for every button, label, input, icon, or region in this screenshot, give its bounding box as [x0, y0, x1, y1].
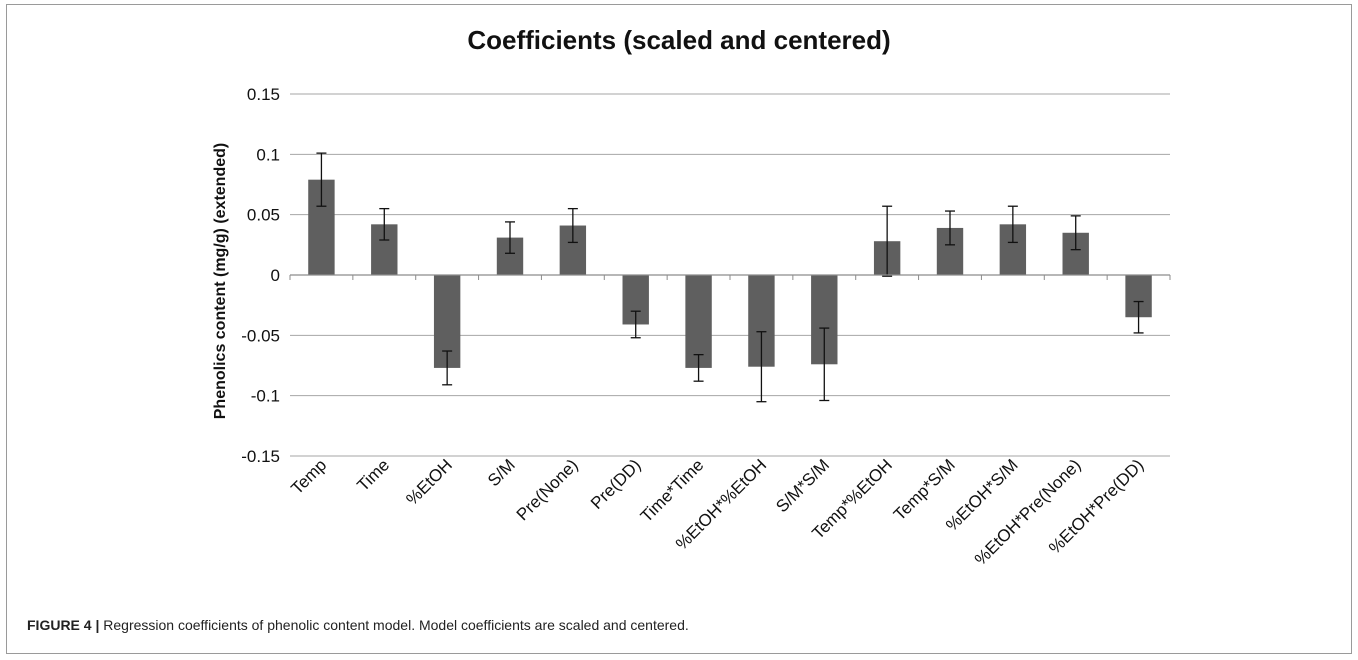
x-tick-label: %EtOH*Pre(None)	[971, 455, 1085, 569]
y-tick-label: -0.1	[251, 387, 280, 406]
y-tick-label: -0.15	[241, 447, 280, 466]
figure-label: FIGURE 4 |	[27, 617, 100, 633]
error-bars	[316, 152, 1144, 403]
y-axis-label: Phenolics content (mg/g) (extended)	[212, 143, 229, 419]
bar-chart: Coefficients (scaled and centered) Pheno…	[212, 25, 1171, 569]
bar	[685, 275, 712, 368]
bars	[308, 179, 1152, 368]
y-tick-label: -0.05	[241, 326, 280, 345]
x-tick-label: Pre(None)	[513, 455, 582, 524]
x-tick-label: Temp	[287, 455, 330, 498]
chart-frame: Coefficients (scaled and centered) Pheno…	[6, 4, 1352, 654]
y-tick-labels: 0.15 0.1 0.05 0 -0.05 -0.1 -0.15	[241, 85, 280, 466]
x-tick-label: Time	[353, 455, 393, 495]
x-axis	[289, 274, 1171, 280]
y-tick-label: 0	[271, 266, 280, 285]
chart-title: Coefficients (scaled and centered)	[467, 25, 890, 55]
figure-caption: FIGURE 4 | Regression coefficients of ph…	[27, 617, 689, 633]
figure-caption-text: Regression coefficients of phenolic cont…	[99, 617, 689, 633]
x-tick-label: Pre(DD)	[587, 455, 645, 513]
x-tick-label: %EtOH	[402, 455, 456, 509]
x-tick-label: S/M	[484, 455, 519, 490]
x-tick-label: S/M*S/M	[772, 455, 833, 516]
y-tick-label: 0.1	[256, 145, 280, 164]
y-tick-label: 0.05	[247, 206, 280, 225]
y-tick-label: 0.15	[247, 85, 280, 104]
